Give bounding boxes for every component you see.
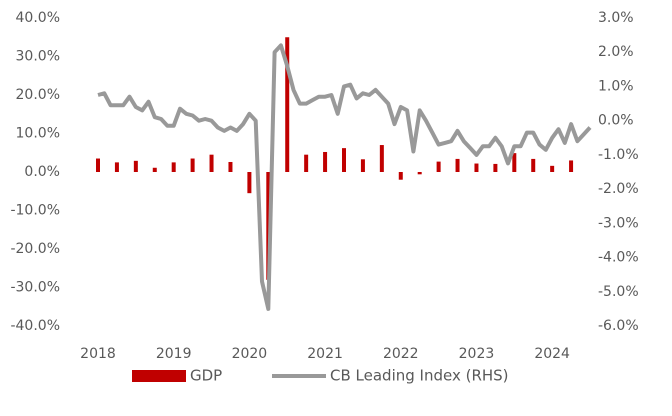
y-tick-label: 40.0% xyxy=(16,10,60,26)
bar xyxy=(190,158,195,172)
bar xyxy=(323,151,328,172)
bar xyxy=(436,161,441,172)
y-tick-label: -10.0% xyxy=(10,203,60,219)
y-tick-label: -40.0% xyxy=(10,318,60,334)
y2-tick-label: 0.0% xyxy=(598,113,634,129)
bar xyxy=(133,160,138,172)
y2-tick-label: -5.0% xyxy=(598,284,639,300)
line xyxy=(97,43,592,311)
y2-tick-label: 2.0% xyxy=(598,44,634,60)
bar xyxy=(569,160,574,172)
bar xyxy=(474,163,479,172)
bar xyxy=(493,163,498,172)
y2-tick-label: -6.0% xyxy=(598,318,639,334)
bar xyxy=(455,158,460,172)
x-tick-label: 2019 xyxy=(156,346,192,362)
y2-tick-label: -1.0% xyxy=(598,147,639,163)
x-tick-label: 2021 xyxy=(307,346,343,362)
y-tick-label: 0.0% xyxy=(24,164,60,180)
bar xyxy=(398,172,403,180)
y-tick-label: -30.0% xyxy=(10,280,60,296)
y-tick-label: 10.0% xyxy=(16,126,60,142)
bar xyxy=(114,162,119,172)
bar xyxy=(360,159,365,172)
x-tick-label: 2024 xyxy=(534,346,570,362)
bar xyxy=(228,161,233,172)
y2-tick-label: -2.0% xyxy=(598,181,639,197)
y2-tick-label: 1.0% xyxy=(598,78,634,94)
legend-label: CB Leading Index (RHS) xyxy=(330,367,509,385)
y-tick-label: 30.0% xyxy=(16,49,60,65)
y2-tick-label: -4.0% xyxy=(598,250,639,266)
bar xyxy=(342,148,346,172)
x-tick-label: 2023 xyxy=(459,346,495,362)
bar xyxy=(247,172,252,194)
bar xyxy=(417,172,422,175)
bar xyxy=(531,158,536,172)
y-tick-label: 20.0% xyxy=(16,87,60,103)
bar xyxy=(285,37,290,172)
bar xyxy=(512,153,517,172)
legend-label: GDP xyxy=(190,367,222,385)
bar xyxy=(171,162,176,172)
x-tick-label: 2020 xyxy=(232,346,268,362)
x-tick-label: 2022 xyxy=(383,346,419,362)
bar xyxy=(152,167,157,172)
y2-tick-label: 3.0% xyxy=(598,10,634,26)
legend-swatch xyxy=(132,370,186,382)
bar xyxy=(96,158,100,172)
bar xyxy=(550,165,555,172)
bar xyxy=(379,145,384,172)
bar xyxy=(266,172,271,280)
y2-tick-label: -3.0% xyxy=(598,215,639,231)
bar xyxy=(304,154,309,172)
x-tick-label: 2018 xyxy=(80,346,116,362)
bar xyxy=(209,154,214,172)
y-tick-label: -20.0% xyxy=(10,241,60,257)
